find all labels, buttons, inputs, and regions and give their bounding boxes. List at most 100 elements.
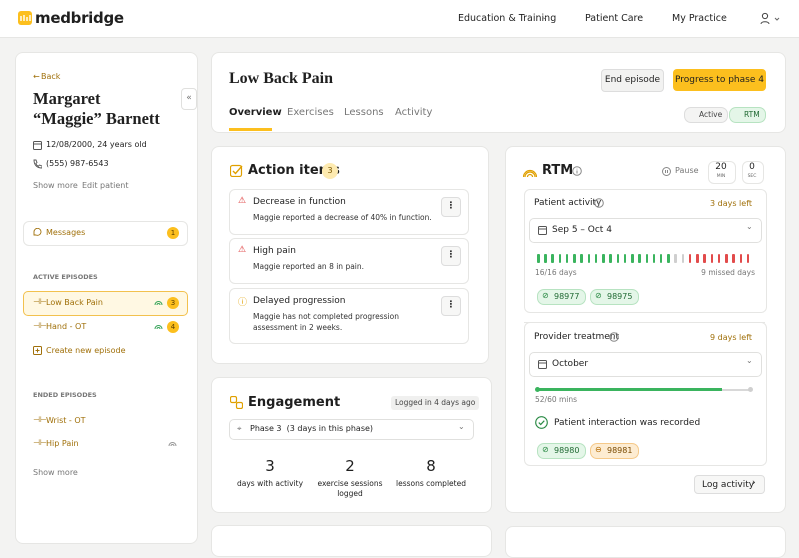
tab-active[interactable]: Overview: [229, 107, 282, 118]
tab[interactable]: Activity: [395, 107, 433, 118]
timer-value: 20: [715, 162, 727, 172]
stat-value: 3: [265, 457, 275, 475]
create-episode[interactable]: Create new episode: [46, 346, 126, 355]
nav-link[interactable]: My Practice: [672, 13, 727, 24]
activity-day: [739, 254, 743, 263]
engagement-icon: [230, 396, 243, 409]
item-menu[interactable]: ⋮: [441, 296, 461, 316]
collapse-button[interactable]: «: [181, 88, 197, 110]
stat-value: 8: [426, 457, 436, 475]
edit-patient[interactable]: Edit patient: [82, 181, 129, 190]
show-more[interactable]: Show more: [33, 181, 78, 190]
episode-label[interactable]: Hand - OT: [46, 322, 87, 331]
activity-day: [623, 254, 627, 263]
caret: ⌄: [541, 12, 548, 21]
activity-day: [725, 254, 728, 263]
caret: ⌄: [721, 12, 728, 21]
activity-day: [710, 254, 714, 263]
back-link[interactable]: Back: [41, 72, 61, 81]
activity-day: [565, 254, 569, 263]
info-icon[interactable]: [609, 332, 619, 342]
caret: ⌄: [746, 356, 753, 365]
show-more[interactable]: Show more: [33, 468, 78, 477]
stat-label: lessons completed: [396, 479, 466, 488]
rtm-icon: [523, 169, 537, 178]
progress-button[interactable]: Progress to phase 4: [673, 69, 766, 91]
chevron: ›: [752, 478, 756, 488]
timer-box: [742, 161, 764, 184]
activity-day: [674, 254, 677, 263]
activity-day: [551, 254, 554, 263]
activity-day: [746, 254, 750, 263]
section-title: ACTIVE EPISODES: [33, 273, 98, 281]
month-dropdown[interactable]: [529, 352, 762, 377]
ended-episode[interactable]: Wrist - OT: [46, 416, 86, 425]
activity-day: [602, 254, 605, 263]
tab[interactable]: Lessons: [344, 107, 384, 118]
calendar-icon: [538, 360, 547, 369]
item-icon: ⓘ: [238, 298, 248, 308]
phone: (555) 987-6543: [46, 159, 109, 168]
check-icon: ⊘: [595, 291, 602, 300]
pause-icon[interactable]: [662, 167, 671, 176]
messages-box[interactable]: [23, 221, 188, 246]
activity-day: [638, 254, 641, 263]
activity-day: [609, 254, 612, 263]
progress-bar: [537, 388, 722, 391]
log-activity-button[interactable]: Log activity: [694, 475, 765, 494]
messages[interactable]: Messages: [46, 228, 86, 237]
item-menu[interactable]: ⋮: [441, 197, 461, 217]
activity-day: [616, 254, 620, 263]
card-title: RTM: [542, 163, 574, 178]
check-circle-icon: [535, 416, 548, 429]
user-menu[interactable]: [760, 12, 782, 26]
activity-day: [631, 254, 634, 263]
episode-selected[interactable]: [23, 291, 188, 316]
days-left: 3 days left: [709, 199, 752, 208]
episode-label[interactable]: Low Back Pain: [46, 298, 103, 307]
stat-value: 2: [345, 457, 355, 475]
episode-count: 3: [167, 297, 179, 309]
pause[interactable]: Pause: [675, 166, 699, 175]
nav-link[interactable]: Patient Care: [585, 13, 644, 24]
info-icon[interactable]: [572, 166, 582, 176]
activity-day: [537, 254, 540, 263]
activity-day: [688, 254, 692, 263]
dob: 12/08/2000, 24 years old: [46, 140, 147, 149]
check-icon: ⊘: [542, 445, 549, 454]
activity-day: [544, 254, 547, 263]
phase-dropdown[interactable]: [229, 419, 474, 440]
info-icon[interactable]: [594, 198, 604, 208]
card-title: Engagement: [248, 395, 341, 410]
tab[interactable]: Exercises: [287, 107, 334, 118]
minutes-label: 52/60 mins: [535, 395, 578, 404]
nav-link[interactable]: Education & Training: [458, 13, 557, 24]
activity-day: [681, 254, 685, 263]
ended-episode[interactable]: Hip Pain: [46, 439, 79, 448]
nav-bar: [0, 0, 799, 38]
plus-icon: [33, 346, 42, 355]
minus-icon: ⊖: [595, 445, 602, 454]
messages-count: 1: [167, 227, 179, 239]
caret: ⌄: [746, 222, 753, 231]
activity-day: [652, 254, 656, 263]
item-icon: ⚠: [238, 196, 247, 206]
stat-label: exercise sessions logged: [317, 479, 383, 498]
end-episode-button[interactable]: End episode: [601, 69, 664, 92]
item-desc: Maggie reported a decrease of 40% in fun…: [253, 213, 432, 222]
code-pill: 98977: [537, 289, 587, 305]
brand[interactable]: medbridge: [35, 9, 124, 27]
activity-day: [594, 254, 598, 263]
card-title: Action items: [248, 163, 340, 178]
episode-title: Low Back Pain: [229, 70, 334, 87]
timer-value: 0: [749, 162, 755, 172]
range-dropdown[interactable]: [529, 218, 762, 243]
item-title: Delayed progression: [253, 296, 346, 306]
patient-name: Margaret “Maggie” Barnett: [33, 89, 160, 128]
item-icon: ⚠: [238, 245, 247, 255]
item-menu[interactable]: ⋮: [441, 246, 461, 266]
month: October: [552, 359, 589, 369]
phase: Phase 3 (3 days in this phase): [250, 424, 374, 433]
login-badge: Logged in 4 days ago: [391, 396, 480, 410]
